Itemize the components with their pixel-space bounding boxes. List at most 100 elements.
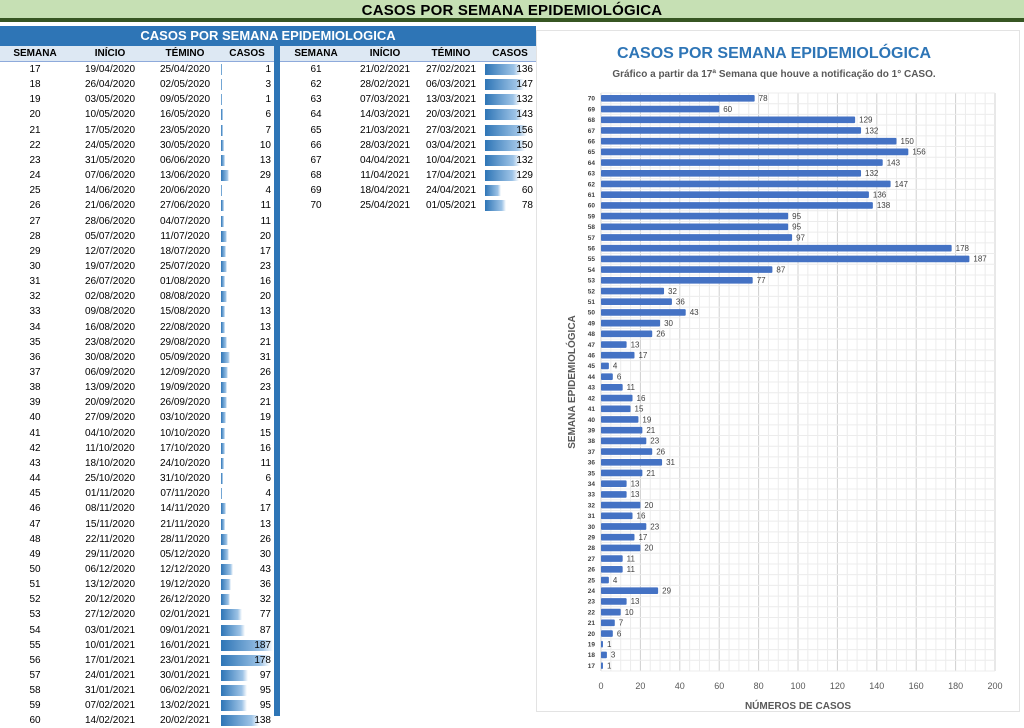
x-tick-label: 20 [635, 681, 645, 691]
cell-termino: 09/01/2021 [159, 624, 211, 636]
bar-week-23 [601, 598, 627, 605]
cell-termino: 18/07/2020 [159, 245, 211, 257]
bar-week-47 [601, 341, 627, 348]
bar-week-51 [601, 298, 672, 306]
cell-termino: 14/11/2020 [160, 503, 210, 515]
category-label: 64 [588, 160, 596, 167]
cell-casos: 21 [259, 336, 271, 348]
cell-inicio: 13/12/2020 [84, 579, 136, 591]
data-label: 15 [635, 405, 644, 414]
cell-inicio: 03/01/2021 [84, 624, 136, 636]
cell-semana: 59 [29, 700, 41, 712]
cell-termino: 30/05/2020 [159, 139, 211, 151]
data-label: 147 [895, 180, 909, 189]
cases-data-bar [485, 94, 521, 106]
cell-termino: 13/02/2021 [159, 700, 211, 712]
cell-inicio: 21/06/2020 [84, 200, 136, 212]
cell-semana: 69 [310, 185, 322, 197]
cases-data-bar [221, 579, 231, 591]
header-inicio: INÍCIO [352, 46, 418, 62]
data-label: 143 [887, 158, 901, 167]
data-label: 11 [627, 565, 636, 574]
category-label: 19 [588, 642, 596, 649]
cell-semana: 35 [29, 336, 41, 348]
cell-casos: 97 [259, 670, 271, 681]
cell-semana: 44 [29, 473, 41, 485]
cell-semana: 68 [310, 170, 322, 182]
cell-casos: 17 [259, 503, 271, 515]
bar-week-43 [601, 384, 623, 391]
bar-week-40 [601, 416, 639, 423]
data-label: 16 [637, 512, 646, 521]
header-termino: TÉMINO [418, 46, 484, 62]
chart-title: CASOS POR SEMANA EPIDEMIOLÓGICA [616, 45, 932, 62]
x-tick-label: 40 [675, 681, 685, 691]
data-label: 78 [759, 94, 768, 103]
cell-inicio: 30/08/2020 [84, 351, 136, 363]
cell-casos: 13 [259, 321, 271, 333]
category-label: 21 [588, 620, 596, 627]
data-label: 1 [607, 661, 612, 670]
cell-semana: 27 [29, 215, 41, 227]
category-label: 44 [588, 374, 596, 381]
bar-week-46 [601, 351, 635, 359]
cell-casos: 32 [259, 594, 271, 606]
category-label: 18 [588, 652, 596, 659]
cell-casos: 26 [259, 533, 271, 545]
cell-termino: 11/07/2020 [160, 230, 210, 242]
cell-semana: 54 [29, 624, 41, 636]
x-tick-label: 0 [598, 681, 603, 691]
cell-inicio: 24/01/2021 [84, 670, 136, 681]
cell-inicio: 14/03/2021 [359, 109, 411, 121]
cell-inicio: 15/11/2020 [85, 518, 135, 530]
cases-data-bar [221, 139, 224, 151]
cases-data-bar [221, 351, 230, 363]
cases-data-bar [221, 200, 225, 212]
category-label: 59 [588, 213, 596, 220]
bar-week-69 [601, 105, 720, 113]
bar-week-25 [601, 576, 609, 584]
x-tick-label: 160 [909, 681, 924, 691]
cell-termino: 26/12/2020 [159, 594, 211, 606]
cell-semana: 29 [29, 245, 41, 257]
cell-casos: 178 [254, 654, 271, 666]
category-label: 61 [588, 192, 596, 199]
chart-panel: CASOS POR SEMANA EPIDEMIOLÓGICA Gráfico … [536, 30, 1020, 712]
cell-semana: 51 [29, 579, 41, 591]
data-label: 1 [607, 640, 612, 649]
cell-inicio: 18/04/2021 [359, 185, 411, 197]
data-label: 129 [859, 116, 873, 125]
cell-semana: 41 [29, 427, 41, 439]
bar-week-56 [601, 244, 952, 252]
cases-data-bar [221, 321, 225, 333]
category-label: 48 [588, 331, 596, 338]
data-label: 3 [611, 651, 616, 660]
category-label: 31 [588, 513, 596, 520]
data-label: 97 [796, 233, 805, 242]
cell-semana: 53 [29, 609, 41, 621]
cases-data-bar [221, 215, 225, 227]
category-label: 40 [588, 417, 596, 424]
cases-data-bar [221, 245, 226, 257]
cell-termino: 25/04/2020 [159, 64, 211, 75]
data-label: 6 [617, 372, 622, 381]
data-label: 17 [638, 351, 647, 360]
bar-week-30 [601, 523, 647, 530]
x-tick-label: 80 [754, 681, 764, 691]
bar-week-18 [601, 651, 607, 659]
cell-termino: 23/05/2020 [159, 124, 211, 136]
category-label: 70 [588, 96, 596, 103]
cases-data-bar [221, 94, 222, 106]
category-label: 46 [588, 353, 596, 360]
cell-termino: 02/01/2021 [159, 609, 211, 621]
category-label: 27 [588, 556, 596, 563]
cell-inicio: 21/02/2021 [359, 64, 411, 75]
cases-data-bar [221, 442, 226, 454]
cell-casos: 20 [259, 291, 271, 303]
cell-inicio: 04/10/2020 [84, 427, 136, 439]
cell-inicio: 19/07/2020 [84, 260, 136, 272]
cases-data-bar [221, 412, 227, 424]
cell-inicio: 07/03/2021 [359, 94, 411, 106]
data-label: 136 [873, 190, 887, 199]
cell-inicio: 27/09/2020 [84, 412, 136, 424]
